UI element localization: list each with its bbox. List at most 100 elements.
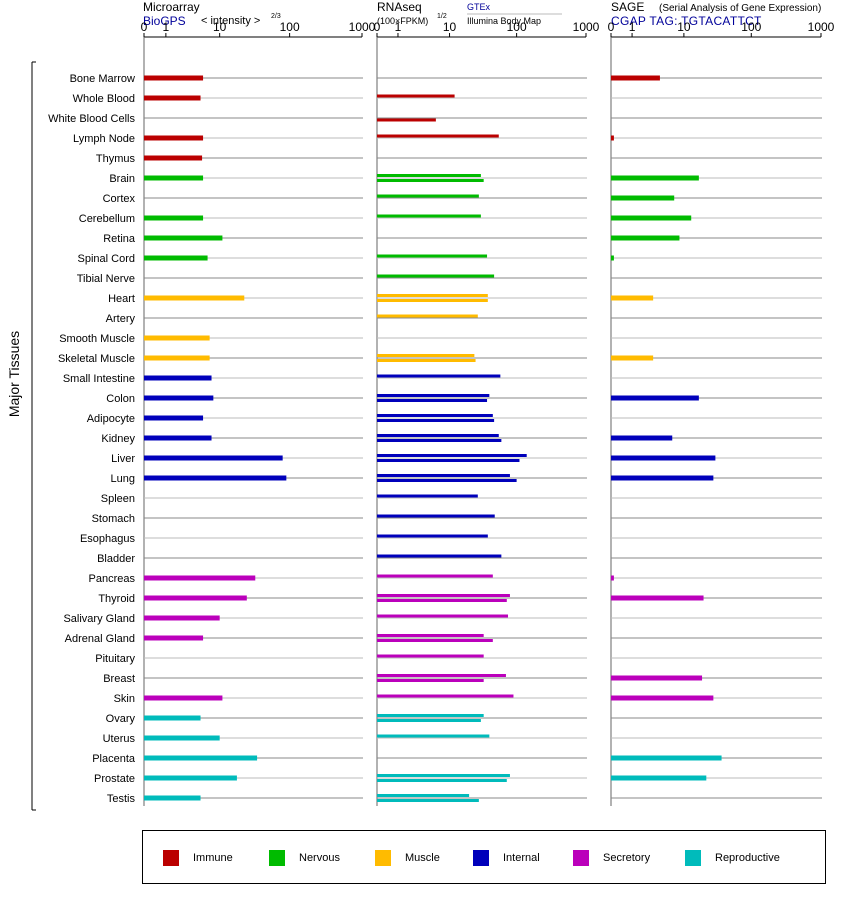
legend-item-reproductive: Reproductive bbox=[685, 849, 780, 867]
tick-label: 10 bbox=[677, 20, 691, 34]
rows-layer: Bone Marrow Whole Blood White Blood Cells L… bbox=[48, 73, 822, 805]
bar-sage bbox=[611, 695, 714, 701]
bar-microarray bbox=[144, 575, 256, 581]
bar-rnaseq-gtex bbox=[377, 734, 490, 738]
bar-rnaseq-ibm bbox=[377, 679, 484, 682]
panel-header-rnaseq: RNAseq (100×FPKM) 1/2 GTEx Illumina Body… bbox=[377, 0, 562, 26]
tissue-label: Bone Marrow bbox=[70, 73, 135, 85]
tissue-label: Cerebellum bbox=[79, 213, 135, 225]
bar-microarray bbox=[144, 175, 204, 181]
bar-microarray bbox=[144, 135, 204, 141]
bar-rnaseq-ibm bbox=[377, 639, 493, 642]
bar-microarray bbox=[144, 415, 204, 421]
bar-rnaseq-ibm bbox=[377, 779, 507, 782]
legend-item-muscle: Muscle bbox=[375, 849, 440, 867]
tick-label: 100 bbox=[280, 20, 300, 34]
tissue-label: Heart bbox=[108, 293, 135, 305]
group-bracket: Major Tissues bbox=[6, 61, 36, 811]
bar-rnaseq-gtex bbox=[377, 374, 501, 378]
bar-rnaseq-ibm bbox=[377, 719, 481, 722]
group-label: Major Tissues bbox=[6, 331, 22, 417]
tissue-label: Smooth Muscle bbox=[59, 333, 135, 345]
bar-microarray bbox=[144, 475, 287, 481]
tick-label: 1000 bbox=[808, 20, 835, 34]
tick-label: 0 bbox=[608, 20, 615, 34]
tissue-label: Cortex bbox=[103, 193, 136, 205]
legend-label: Nervous bbox=[299, 852, 340, 864]
bar-rnaseq-gtex bbox=[377, 214, 481, 218]
tissue-label: Pituitary bbox=[95, 653, 135, 665]
legend-swatch bbox=[573, 850, 589, 866]
bar-rnaseq-gtex bbox=[377, 574, 493, 578]
expression-chart: Microarray BioGPS < intensity > 2/3 RNAs… bbox=[6, 0, 835, 811]
bar-microarray bbox=[144, 235, 223, 241]
illumina-label: Illumina Body Map bbox=[467, 16, 541, 26]
bar-rnaseq-ibm bbox=[377, 459, 520, 462]
tick-label: 1000 bbox=[349, 20, 376, 34]
tissue-label: Liver bbox=[111, 453, 135, 465]
bar-microarray bbox=[144, 435, 212, 441]
bar-microarray bbox=[144, 455, 283, 461]
panel-scale-note: < intensity > bbox=[201, 15, 260, 27]
bar-microarray bbox=[144, 95, 201, 101]
bar-sage bbox=[611, 455, 716, 461]
bar-rnaseq-gtex bbox=[377, 714, 484, 717]
bar-rnaseq-gtex bbox=[377, 594, 510, 597]
panel-header-sage: SAGE (Serial Analysis of Gene Expression… bbox=[611, 0, 821, 28]
bar-microarray bbox=[144, 635, 204, 641]
bar-sage bbox=[611, 75, 660, 81]
tick-label: 1 bbox=[629, 20, 636, 34]
tissue-label: Prostate bbox=[94, 773, 135, 785]
bar-sage bbox=[611, 295, 654, 301]
tissue-label: Adipocyte bbox=[87, 413, 135, 425]
panel-scale-exponent: 2/3 bbox=[271, 13, 281, 20]
legend-item-internal: Internal bbox=[473, 849, 540, 867]
bar-rnaseq-gtex bbox=[377, 614, 509, 618]
tissue-label: White Blood Cells bbox=[48, 113, 135, 125]
panel-subtitle: BioGPS bbox=[143, 14, 186, 28]
bar-rnaseq-gtex bbox=[377, 534, 488, 538]
bar-rnaseq-ibm bbox=[377, 179, 484, 182]
gtex-label: GTEx bbox=[467, 2, 491, 12]
bar-sage bbox=[611, 395, 699, 401]
bar-rnaseq-gtex bbox=[377, 494, 478, 498]
bar-rnaseq-gtex bbox=[377, 794, 470, 797]
legend-label: Secretory bbox=[603, 852, 651, 864]
bar-microarray bbox=[144, 335, 210, 341]
panel-title: RNAseq bbox=[377, 0, 422, 14]
tissue-label: Spleen bbox=[101, 493, 135, 505]
bar-microarray bbox=[144, 295, 245, 301]
bar-microarray bbox=[144, 775, 237, 781]
bar-microarray bbox=[144, 215, 204, 221]
bar-microarray bbox=[144, 155, 203, 161]
legend-swatch bbox=[685, 850, 701, 866]
bar-rnaseq-gtex bbox=[377, 314, 478, 318]
legend-item-nervous: Nervous bbox=[269, 849, 340, 867]
bar-rnaseq-ibm bbox=[377, 439, 502, 442]
bar-rnaseq-gtex bbox=[377, 434, 499, 437]
bar-sage bbox=[611, 135, 614, 141]
panel-subtitle: CGAP TAG: TGTACATTCT bbox=[611, 14, 762, 28]
tissue-label: Uterus bbox=[103, 733, 136, 745]
tissue-label: Bladder bbox=[97, 553, 135, 565]
bar-sage bbox=[611, 775, 707, 781]
panel-scale-exponent: 1/2 bbox=[437, 13, 447, 20]
panel-subtitle: (100×FPKM) bbox=[377, 16, 428, 26]
bar-rnaseq-gtex bbox=[377, 414, 493, 417]
tissue-label: Artery bbox=[106, 313, 136, 325]
tick-label: 10 bbox=[213, 20, 227, 34]
tissue-label: Placenta bbox=[92, 753, 136, 765]
bar-microarray bbox=[144, 595, 247, 601]
tissue-label: Spinal Cord bbox=[78, 253, 135, 265]
legend-swatch bbox=[269, 850, 285, 866]
legend-label: Reproductive bbox=[715, 852, 780, 864]
tissue-label: Stomach bbox=[92, 513, 135, 525]
bar-rnaseq-gtex bbox=[377, 194, 479, 198]
bar-microarray bbox=[144, 695, 223, 701]
bar-sage bbox=[611, 575, 614, 581]
bar-rnaseq-gtex bbox=[377, 394, 490, 397]
bar-microarray bbox=[144, 255, 208, 261]
tick-label: 0 bbox=[141, 20, 148, 34]
legend-label: Immune bbox=[193, 852, 233, 864]
tissue-label: Pancreas bbox=[89, 573, 136, 585]
